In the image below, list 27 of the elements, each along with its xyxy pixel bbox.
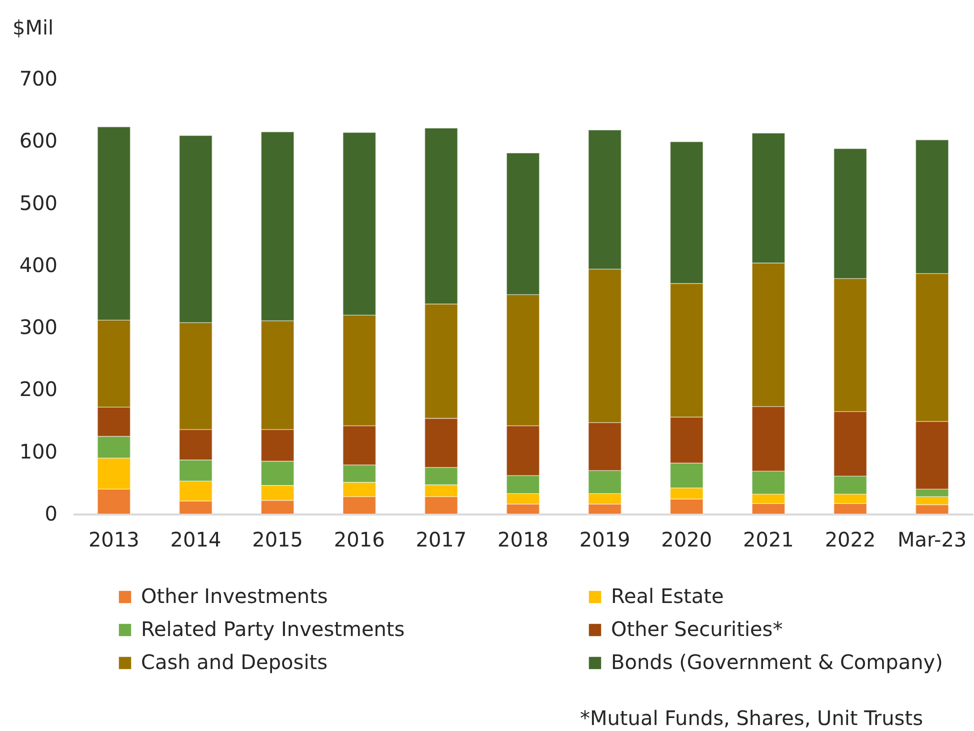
x-tick-label: 2020: [661, 528, 712, 552]
x-tick-label: 2015: [252, 528, 303, 552]
x-tick-label: 2022: [824, 528, 876, 552]
x-tick-label: 2014: [170, 528, 222, 552]
legend-label: Other Investments: [141, 584, 328, 608]
text: *Mutual Funds, Shares, Unit Trusts: [580, 706, 923, 730]
legend-label: Other Securities*: [611, 617, 783, 641]
x-tick-label: 2021: [743, 528, 794, 552]
legend-label: Real Estate: [611, 584, 724, 608]
y-axis-title: $Mil: [12, 16, 54, 40]
legend-label: Cash and Deposits: [141, 650, 328, 674]
x-tick-label: 2013: [88, 528, 140, 552]
y-tick-label: 300: [19, 315, 58, 340]
x-tick-label: Mar-23: [898, 528, 967, 552]
legend-label: Related Party Investments: [141, 617, 405, 641]
y-tick-label: 200: [19, 377, 58, 402]
y-tick-label: 500: [19, 190, 58, 215]
y-tick-label: 0: [44, 502, 58, 526]
y-tick-label: 600: [19, 128, 58, 153]
y-tick-label: 700: [19, 66, 58, 90]
legend-label: Bonds (Government & Company): [611, 650, 943, 674]
y-tick-label: 400: [19, 252, 58, 277]
x-tick-label: 2018: [498, 528, 548, 552]
x-tick-label: 2016: [334, 528, 385, 552]
y-tick-label: 100: [19, 439, 58, 464]
x-tick-label: 2019: [579, 528, 630, 552]
x-tick-label: 2017: [416, 528, 467, 552]
